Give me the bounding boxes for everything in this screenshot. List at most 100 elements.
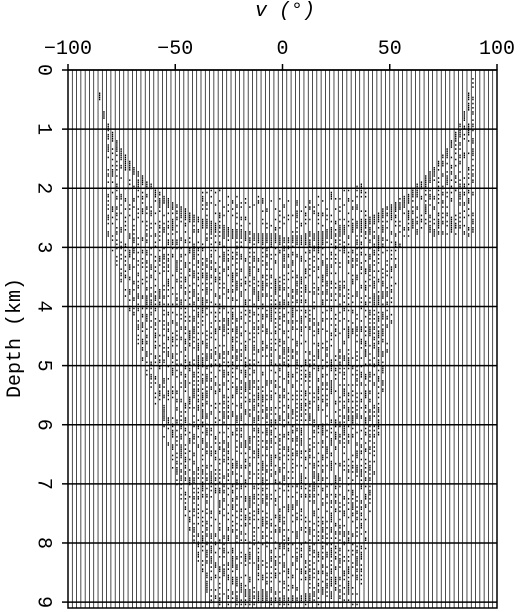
wiggle-trace (116, 140, 118, 266)
wiggle-trace (141, 175, 144, 361)
y-tick-label: 0 (32, 64, 55, 76)
wiggle-trace (343, 189, 345, 601)
y-axis-label: Depth (km) (4, 278, 27, 398)
wiggle-trace (279, 198, 281, 606)
y-tick-label: 1 (32, 123, 55, 135)
wiggle-trace (99, 92, 101, 101)
wiggle-trace (412, 187, 414, 229)
wiggle-trace (124, 154, 127, 297)
wiggle-trace (193, 214, 195, 544)
wiggle-trace (180, 206, 182, 500)
wiggle-trace (120, 148, 122, 283)
wiggle-trace (244, 198, 247, 606)
wiggle-trace (197, 216, 199, 562)
wiggle-trace (236, 195, 238, 606)
wiggle-trace (283, 204, 285, 606)
wiggle-trace (292, 214, 294, 604)
wiggle-trace (214, 191, 217, 600)
wiggle-trace (167, 198, 169, 446)
x-axis-label: v (°) (255, 0, 315, 23)
x-tick-label: 100 (479, 38, 515, 61)
wiggle-trace (223, 206, 225, 595)
wiggle-trace (189, 212, 191, 531)
wiggle-trace (459, 123, 461, 229)
wiggle-trace (129, 160, 131, 312)
wiggle-trace (257, 195, 260, 604)
wiggle-trace (347, 189, 350, 601)
wiggle-trace (450, 140, 453, 233)
wiggle-trace (382, 208, 384, 392)
y-tick-label: 4 (32, 300, 55, 312)
wiggle-trace (313, 206, 315, 602)
wiggle-trace (154, 187, 157, 405)
wiggle-trace (429, 171, 431, 233)
wiggle-trace (305, 206, 307, 606)
wiggle-trace (232, 200, 234, 604)
wiggle-trace (202, 191, 204, 573)
wiggle-trace (300, 210, 302, 604)
wiggle-trace (219, 187, 221, 606)
x-tick-label: 0 (276, 38, 288, 61)
wiggle-trace (184, 208, 187, 517)
y-tick-label: 6 (32, 419, 55, 431)
wiggle-trace (176, 204, 178, 486)
y-tick-label: 2 (32, 182, 55, 194)
wiggle-trace (262, 198, 264, 604)
x-tick-label: −100 (44, 38, 92, 61)
wiggle-trace (442, 154, 444, 235)
wiggle-trace (227, 195, 229, 606)
wiggle-trace (360, 183, 362, 585)
wiggle-trace (274, 208, 277, 604)
wiggle-trace (249, 206, 251, 606)
wiggle-trace (206, 191, 208, 593)
y-tick-label: 9 (32, 596, 55, 608)
wiggle-trace (111, 131, 114, 252)
wiggle-trace (326, 208, 328, 597)
y-tick-label: 3 (32, 241, 55, 253)
wiggle-trace (455, 131, 457, 235)
wiggle-trace (416, 183, 418, 235)
wiggle-trace (159, 191, 161, 401)
plot-frame (67, 69, 498, 609)
wiggle-trace (468, 92, 470, 237)
y-tick-label: 7 (32, 478, 55, 490)
wiggle-trace (425, 175, 427, 225)
wiggle-trace (472, 78, 474, 233)
wiggle-trace (330, 191, 332, 604)
wiggle-trace (172, 202, 174, 469)
wiggle-trace (373, 214, 375, 475)
wiggle-trace (163, 195, 165, 438)
wiggle-trace (377, 212, 380, 436)
x-tick-label: −50 (157, 38, 193, 61)
wiggle-trace (133, 167, 135, 316)
wiggle-trace (356, 185, 358, 606)
wiggle-trace (365, 187, 367, 550)
wiggle-trace (403, 195, 405, 237)
wiggle-trace (390, 204, 393, 324)
wiggle-trace (137, 171, 139, 345)
wiggle-trace (433, 167, 435, 237)
wiggle-trace (240, 202, 242, 606)
wiggle-trace (446, 148, 448, 235)
wiggle-trace (437, 160, 440, 235)
wiggle-trace (339, 198, 341, 604)
wiggle-trace (386, 206, 388, 353)
wiggle-trace (407, 193, 410, 237)
x-tick-label: 50 (378, 38, 402, 61)
wiggle-trace (317, 195, 320, 606)
wiggle-trace (107, 123, 109, 237)
wiggle-trace (322, 200, 324, 604)
wiggle-trace (395, 202, 397, 285)
wiggle-trace (270, 200, 272, 606)
wiggle-trace (266, 208, 268, 604)
wiggle-trace (103, 111, 105, 119)
y-tick-label: 8 (32, 537, 55, 549)
wiggle-trace (296, 200, 298, 604)
wiggle-trace (253, 204, 255, 606)
wiggle-trace (287, 200, 290, 606)
wiggle-trace (369, 216, 371, 513)
wiggle-trace (210, 189, 212, 604)
wiggle-trace (309, 200, 311, 604)
wiggle-trace (146, 181, 148, 376)
